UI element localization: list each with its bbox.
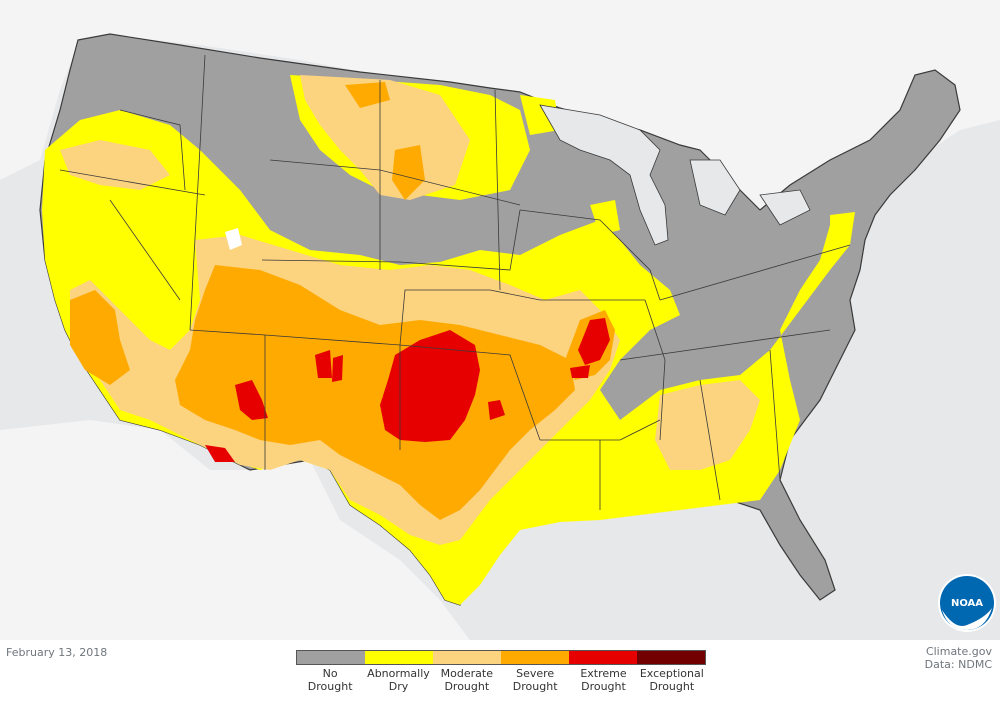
legend-color-bar: [296, 650, 706, 665]
footer: February 13, 2018 No Drought Abnormally …: [0, 640, 1000, 704]
legend-label-exceptional-drought: Exceptional Drought: [639, 667, 704, 693]
mexico-land: [0, 420, 470, 640]
legend-swatch-no-drought: [297, 651, 365, 664]
state-borders: [59, 54, 851, 510]
noaa-logo: NOAA: [938, 574, 996, 632]
us-drought-map-svg: NOAA: [0, 0, 1000, 640]
noaa-logo-text: NOAA: [951, 598, 983, 609]
legend-label-severe-drought: Severe Drought: [512, 667, 558, 693]
legend-label-no-drought: No Drought: [307, 667, 353, 693]
legend-swatch-exceptional-drought: [637, 651, 705, 664]
great-lakes: [539, 104, 811, 246]
credit-site: Climate.gov: [925, 645, 992, 658]
drought-map: NOAA: [0, 0, 1000, 640]
canada-land: [0, 0, 1000, 250]
legend-swatch-extreme-drought: [569, 651, 637, 664]
great-salt-lake: [225, 228, 242, 250]
map-date: February 13, 2018: [6, 646, 108, 659]
credit-data: Data: NDMC: [924, 658, 992, 671]
legend-label-abnormally-dry: Abnormally Dry: [367, 667, 430, 693]
legend: No Drought Abnormally Dry Moderate Droug…: [296, 650, 706, 693]
legend-swatch-moderate-drought: [433, 651, 501, 664]
extreme-drought-areas: [205, 318, 610, 462]
legend-label-moderate-drought: Moderate Drought: [440, 667, 493, 693]
legend-swatch-severe-drought: [501, 651, 569, 664]
legend-swatch-abnormally-dry: [365, 651, 433, 664]
legend-labels: No Drought Abnormally Dry Moderate Droug…: [296, 667, 706, 693]
legend-label-extreme-drought: Extreme Drought: [580, 667, 627, 693]
